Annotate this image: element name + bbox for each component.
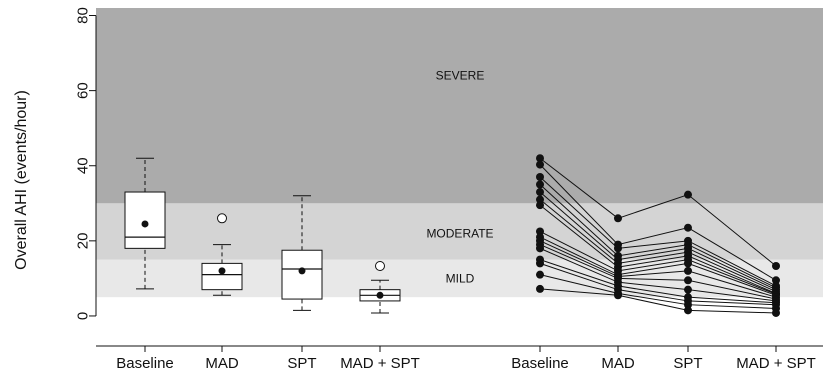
band-label-moderate: MODERATE [426, 226, 493, 240]
outlier-point [375, 261, 385, 272]
subject-point [536, 244, 544, 253]
subject-point [684, 306, 692, 315]
subject-point [684, 223, 692, 232]
subject-point [536, 284, 544, 293]
y-axis-label: Overall AHI (events/hour) [13, 90, 30, 270]
y-tick-label: 40 [74, 157, 91, 174]
subject-line-14 [539, 274, 777, 309]
subject-line-13 [539, 262, 777, 306]
severity-bands: MILD MODERATE SEVERE [96, 8, 823, 298]
y-tick-label: 80 [74, 7, 91, 24]
y-tick-label: 20 [74, 233, 91, 250]
x-tick-label: MAD [205, 355, 239, 372]
subject-line-3 [539, 184, 777, 289]
subject-point [536, 201, 544, 210]
subject-point [684, 300, 692, 309]
subject-line-11 [539, 247, 777, 302]
subject-line-1 [539, 164, 777, 281]
subject-point [684, 266, 692, 275]
subject-point [684, 259, 692, 268]
band-label-mild: MILD [446, 271, 475, 285]
mean-point [298, 267, 306, 275]
subject-point [772, 308, 780, 317]
subject-line-0 [539, 157, 777, 267]
subject-point [614, 244, 622, 253]
band-severe [96, 8, 823, 204]
y-tick-label: 60 [74, 82, 91, 99]
boxplots [124, 157, 401, 314]
boxplot-0 [124, 157, 166, 290]
subject-line-6 [539, 204, 777, 294]
mean-point [376, 291, 384, 299]
subject-point [536, 270, 544, 279]
box [201, 262, 243, 291]
boxplot-3 [359, 261, 401, 314]
subject-line-9 [539, 240, 777, 298]
subject-line-12 [539, 259, 777, 304]
subject-point [536, 188, 544, 197]
subject-point [772, 262, 780, 271]
x-tick-label: MAD [601, 355, 635, 372]
subject-line-4 [539, 191, 777, 291]
boxplot-2 [281, 195, 323, 311]
subject-point [536, 180, 544, 189]
x-tick-label: Baseline [116, 355, 174, 372]
subject-line-5 [539, 199, 777, 293]
subject-lines [536, 154, 780, 317]
x-tick-label: MAD + SPT [340, 355, 420, 372]
y-tick-label: 0 [74, 312, 91, 320]
band-label-severe: SEVERE [436, 69, 485, 83]
subject-point [536, 154, 544, 163]
y-axis: 0 20 40 60 80 [74, 7, 97, 320]
mean-point [141, 220, 149, 228]
box [281, 249, 323, 300]
subject-point [684, 190, 692, 199]
subject-line-2 [539, 176, 777, 287]
subject-line-8 [539, 236, 777, 296]
band-moderate [96, 203, 823, 260]
subject-point [536, 227, 544, 236]
x-tick-label: MAD + SPT [736, 355, 816, 372]
x-tick-label: SPT [673, 355, 702, 372]
subject-line-7 [539, 231, 777, 295]
subject-point [536, 173, 544, 181]
subject-line-10 [539, 244, 777, 300]
x-tick-label: Baseline [511, 355, 569, 372]
subject-point [772, 276, 780, 285]
box [124, 191, 166, 249]
subject-point [614, 291, 622, 300]
subject-point [536, 259, 544, 268]
subject-line-15 [539, 288, 777, 314]
subject-point [614, 214, 622, 223]
x-axis: Baseline MAD SPT MAD + SPT Baseline MAD SPT MAD… [96, 345, 823, 372]
boxplot-1 [201, 213, 243, 296]
subject-point [536, 160, 544, 169]
subject-point [536, 195, 544, 204]
subject-point [684, 276, 692, 285]
outlier-point [217, 213, 227, 224]
mean-point [218, 267, 226, 275]
subject-point [684, 285, 692, 294]
x-tick-label: SPT [287, 355, 316, 372]
